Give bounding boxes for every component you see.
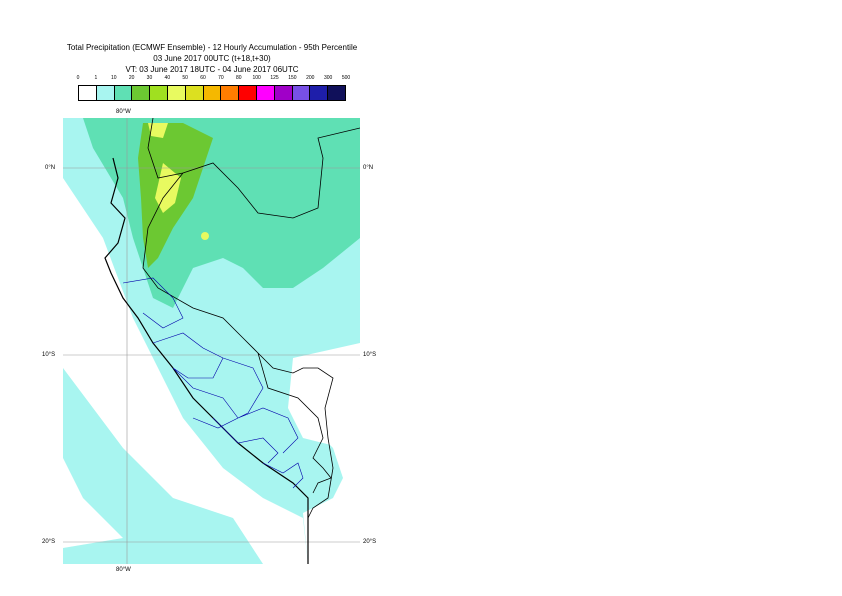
map-title: Total Precipitation (ECMWF Ensemble) - 1… — [66, 43, 358, 52]
coastline — [104, 157, 309, 564]
precip-gap-east — [288, 343, 360, 448]
legend-level-label: 40 — [164, 75, 171, 81]
map-valid-time: VT: 03 June 2017 18UTC - 04 June 2017 06… — [125, 65, 299, 74]
legend-level-label: 0 — [76, 75, 80, 81]
precipitation-map — [63, 118, 360, 564]
legend-swatch — [167, 86, 186, 100]
legend-swatch — [132, 86, 151, 100]
legend-swatch — [292, 86, 311, 100]
legend-level-label: 60 — [200, 75, 206, 81]
legend-swatch — [310, 86, 329, 100]
legend-swatch — [274, 86, 293, 100]
legend-swatch — [185, 86, 204, 100]
lat-label-10-left: 10°S — [42, 352, 56, 358]
legend-level-label: 150 — [288, 75, 297, 81]
legend-level-label: 80 — [236, 75, 242, 81]
legend-level-label: 125 — [270, 75, 279, 81]
legend-swatch — [256, 86, 275, 100]
map-base-time: 03 June 2017 00UTC (t+18,t+30) — [153, 54, 271, 63]
legend-level-label: 50 — [182, 75, 188, 81]
legend-swatch — [239, 86, 257, 100]
legend-swatch — [150, 86, 168, 100]
lat-label-20-left: 20°S — [42, 539, 56, 545]
lon-label-bottom: 80°W — [116, 567, 131, 573]
legend-level-label: 1 — [94, 75, 98, 81]
legend-swatch — [79, 86, 97, 100]
precip-gap-ocean — [63, 178, 308, 564]
lat-label-20-right: 20°S — [363, 539, 377, 545]
legend-level-label: 500 — [341, 75, 351, 81]
legend-swatch — [221, 86, 240, 100]
legend-labels: 0 1 10 20 30 40 50 60 70 80 100 125 150 200 300 500 — [70, 75, 360, 84]
legend-level-label: 70 — [218, 75, 224, 81]
legend-level-label: 200 — [306, 75, 315, 81]
legend-swatch — [203, 86, 222, 100]
country-borders — [142, 118, 360, 519]
precip-dot — [201, 232, 209, 240]
lat-label-0-left: 0°N — [45, 165, 56, 171]
legend-swatch — [96, 86, 115, 100]
legend-level-label: 20 — [128, 75, 135, 81]
lat-label-10-right: 10°S — [363, 352, 377, 358]
legend-level-label: 300 — [323, 75, 333, 81]
precipitation-legend — [78, 85, 346, 101]
region-borders — [122, 277, 304, 489]
lat-label-0-right: 0°N — [363, 165, 374, 171]
legend-level-label: 30 — [146, 75, 153, 81]
precip-area-yellow-2 — [148, 123, 168, 138]
legend-level-label: 100 — [252, 75, 261, 81]
legend-level-label: 10 — [110, 75, 117, 81]
legend-swatch — [114, 86, 133, 100]
legend-swatch — [328, 86, 345, 100]
lon-label-top: 80°W — [116, 109, 131, 115]
